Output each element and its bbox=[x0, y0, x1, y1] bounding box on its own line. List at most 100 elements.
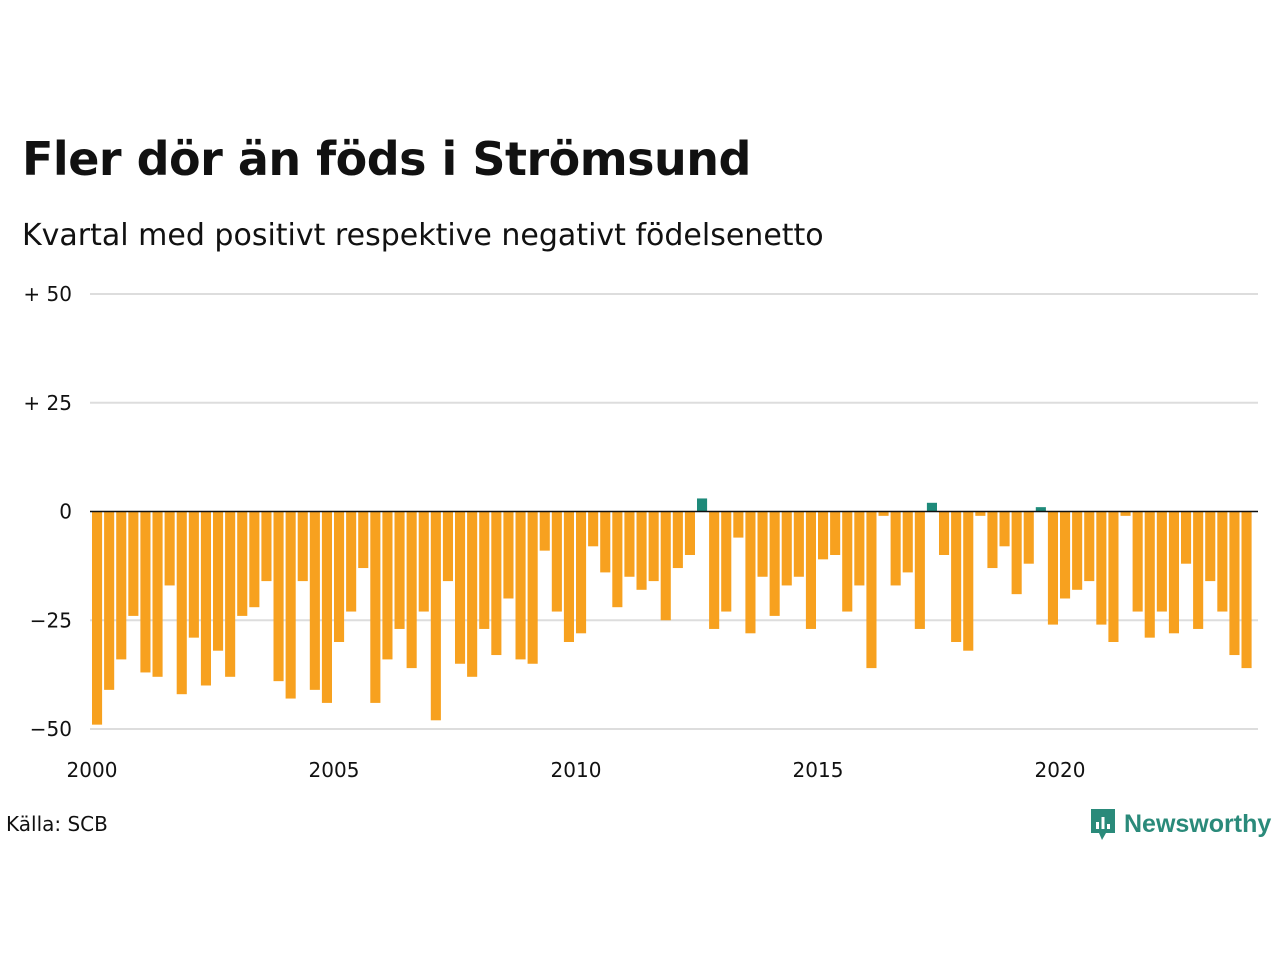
bar bbox=[854, 511, 865, 586]
bar bbox=[491, 511, 502, 656]
bar bbox=[793, 511, 804, 577]
bar bbox=[1120, 511, 1131, 516]
bar bbox=[297, 511, 308, 582]
bar bbox=[104, 511, 115, 690]
bar bbox=[781, 511, 792, 586]
bar bbox=[1096, 511, 1107, 625]
bar bbox=[237, 511, 248, 616]
bar bbox=[818, 511, 829, 560]
bar bbox=[975, 511, 986, 516]
bar bbox=[684, 511, 695, 555]
bar bbox=[358, 511, 369, 569]
bar bbox=[442, 511, 453, 582]
chart-subtitle: Kvartal med positivt respektive negativt… bbox=[22, 218, 824, 253]
bar bbox=[1084, 511, 1095, 582]
bar-chart: + 50 + 25 0 −25 −50 2000 2005 2010 2015 2020 bbox=[23, 282, 1258, 782]
bar bbox=[430, 511, 441, 721]
bar bbox=[914, 511, 925, 629]
x-tick-label: 2015 bbox=[793, 758, 844, 782]
bar bbox=[346, 511, 357, 612]
bar bbox=[769, 511, 780, 616]
bar bbox=[878, 511, 889, 516]
bar bbox=[926, 502, 937, 512]
y-tick-label: + 50 bbox=[23, 282, 72, 306]
bar bbox=[1168, 511, 1179, 634]
bar bbox=[116, 511, 127, 660]
bars bbox=[92, 498, 1252, 725]
bar bbox=[939, 511, 950, 555]
bar bbox=[963, 511, 974, 651]
bar bbox=[394, 511, 405, 629]
bar bbox=[164, 511, 175, 586]
bar bbox=[140, 511, 151, 673]
bar bbox=[999, 511, 1010, 547]
y-tick-label: + 25 bbox=[23, 391, 72, 415]
bar bbox=[830, 511, 841, 555]
bar bbox=[1156, 511, 1167, 612]
bar bbox=[1193, 511, 1204, 629]
bar bbox=[842, 511, 853, 612]
bar bbox=[1144, 511, 1155, 638]
chart-title: Fler dör än föds i Strömsund bbox=[22, 132, 752, 186]
bar bbox=[890, 511, 901, 586]
newsworthy-logo: Newsworthy bbox=[1088, 804, 1271, 844]
bar bbox=[128, 511, 139, 616]
bar bbox=[273, 511, 284, 682]
bar bbox=[733, 511, 744, 538]
x-tick-label: 2020 bbox=[1035, 758, 1086, 782]
x-tick-label: 2005 bbox=[309, 758, 360, 782]
bar bbox=[92, 511, 103, 725]
source-note: Källa: SCB bbox=[6, 812, 108, 836]
bar bbox=[539, 511, 550, 551]
bar bbox=[866, 511, 877, 669]
bar bbox=[382, 511, 393, 660]
bar bbox=[1023, 511, 1034, 564]
y-tick-label: 0 bbox=[59, 500, 72, 524]
bar bbox=[1241, 511, 1252, 669]
bar bbox=[612, 511, 623, 608]
y-tick-label: −50 bbox=[30, 717, 72, 741]
bar bbox=[1011, 511, 1022, 595]
newsworthy-logo-icon bbox=[1091, 809, 1115, 840]
bar bbox=[1035, 507, 1046, 512]
bar bbox=[503, 511, 514, 599]
bar bbox=[1108, 511, 1119, 642]
bar bbox=[334, 511, 345, 642]
bar bbox=[745, 511, 756, 634]
bar bbox=[225, 511, 236, 677]
bar bbox=[1217, 511, 1228, 612]
bar bbox=[527, 511, 538, 664]
bar bbox=[321, 511, 332, 703]
bar bbox=[309, 511, 320, 690]
bar bbox=[757, 511, 768, 577]
bar bbox=[576, 511, 587, 634]
bar bbox=[200, 511, 211, 686]
bar bbox=[697, 498, 708, 512]
bar bbox=[805, 511, 816, 629]
bar bbox=[455, 511, 466, 664]
newsworthy-logo-text: Newsworthy bbox=[1124, 809, 1272, 838]
bar bbox=[213, 511, 224, 651]
bar bbox=[261, 511, 272, 582]
bar bbox=[721, 511, 732, 612]
x-tick-label: 2010 bbox=[551, 758, 602, 782]
gridlines bbox=[90, 293, 1258, 730]
bar bbox=[902, 511, 913, 573]
bar bbox=[588, 511, 599, 547]
y-tick-label: −25 bbox=[30, 608, 72, 632]
axes: + 50 + 25 0 −25 −50 2000 2005 2010 2015 2020 bbox=[23, 282, 1258, 782]
bar bbox=[406, 511, 417, 669]
bar bbox=[152, 511, 163, 677]
bar bbox=[479, 511, 490, 629]
bar bbox=[709, 511, 720, 629]
x-tick-label: 2000 bbox=[67, 758, 118, 782]
bar bbox=[1229, 511, 1240, 656]
bar bbox=[648, 511, 659, 582]
bar bbox=[636, 511, 647, 590]
bar bbox=[1047, 511, 1058, 625]
bar bbox=[467, 511, 478, 677]
bar bbox=[563, 511, 574, 642]
bar bbox=[370, 511, 381, 703]
bar bbox=[672, 511, 683, 569]
bar bbox=[1205, 511, 1216, 582]
